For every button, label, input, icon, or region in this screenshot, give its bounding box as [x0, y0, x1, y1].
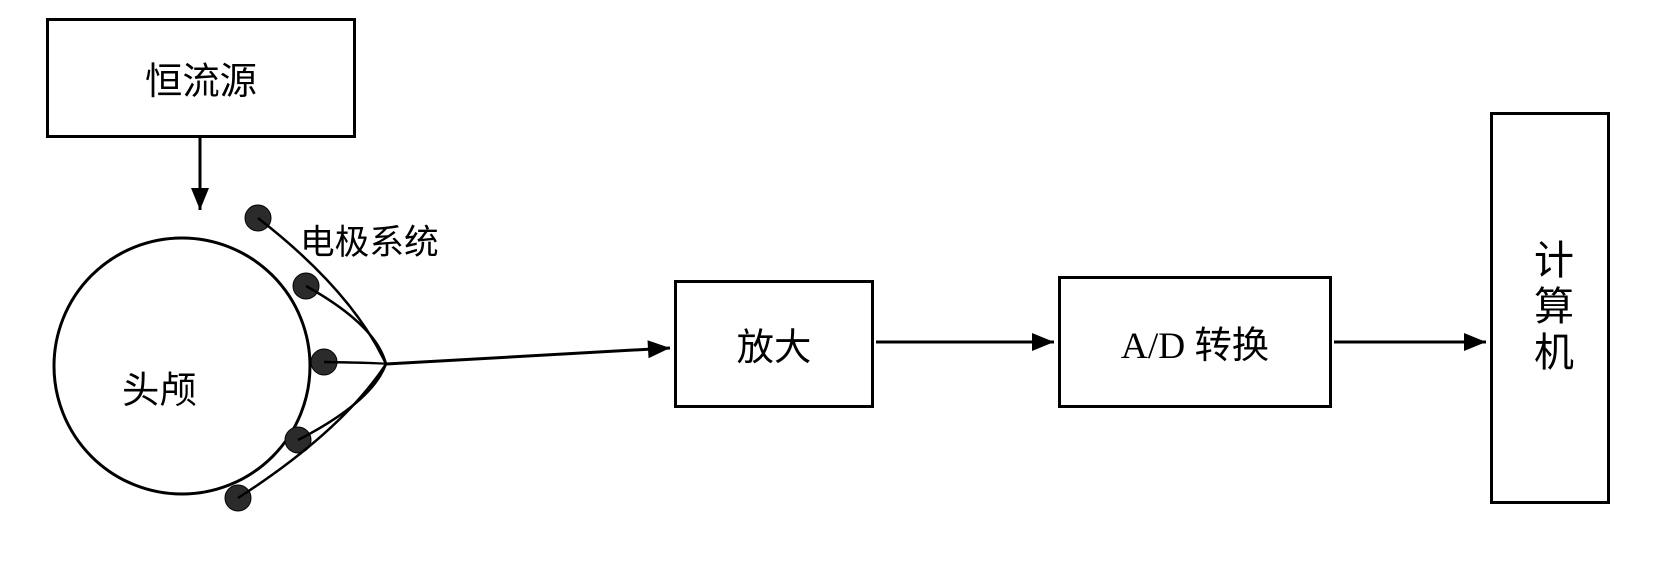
block-adc: A/D 转换 — [1058, 276, 1332, 408]
block-amplifier: 放大 — [674, 280, 874, 408]
diagram-stage: 恒流源 放大 A/D 转换 计算机 头颅 电极系统 — [0, 0, 1657, 579]
block-computer: 计算机 — [1490, 112, 1610, 504]
block-constant-current-source: 恒流源 — [46, 18, 356, 138]
block-label: 计算机 — [1521, 239, 1579, 377]
block-label: A/D 转换 — [1121, 315, 1269, 369]
electrodes-label: 电极系统 — [300, 214, 439, 264]
head-label: 头颅 — [122, 360, 197, 414]
block-label: 恒流源 — [145, 51, 257, 105]
block-label: 放大 — [737, 317, 812, 371]
